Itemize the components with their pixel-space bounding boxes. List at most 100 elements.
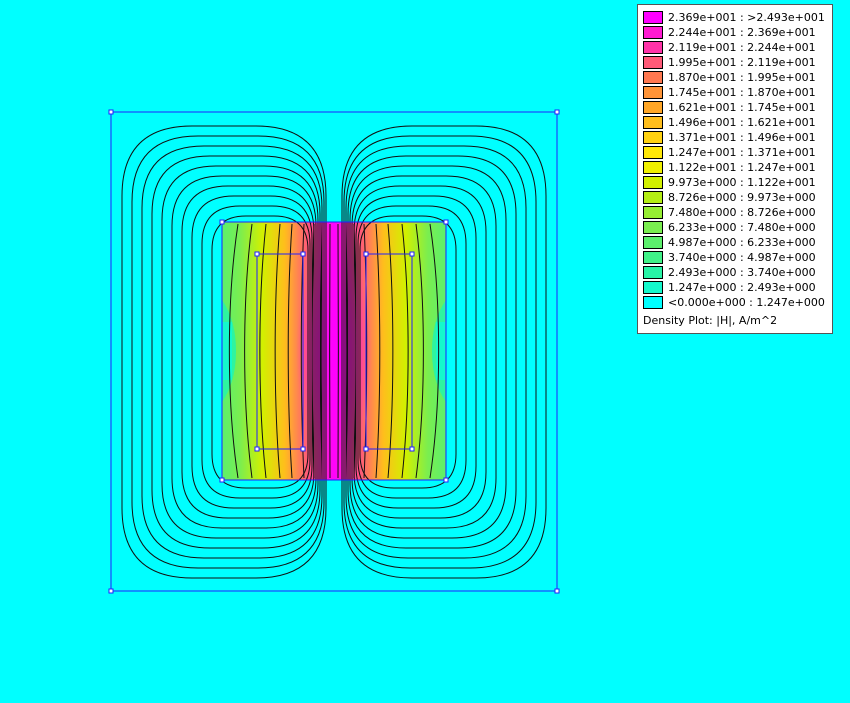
- geometry-node[interactable]: [254, 251, 260, 257]
- legend-label: 1.247e+000 : 2.493e+000: [668, 281, 816, 294]
- legend-label: 2.244e+001 : 2.369e+001: [668, 26, 816, 39]
- geometry-node[interactable]: [363, 446, 369, 452]
- flux-line: [320, 223, 323, 479]
- flux-line: [181, 185, 315, 519]
- legend-entry: 1.621e+001 : 1.745e+001: [643, 100, 816, 115]
- right-window-region: [436, 322, 446, 380]
- flux-line: [355, 195, 477, 509]
- geometry-node[interactable]: [409, 446, 415, 452]
- legend: 2.369e+001 : >2.493e+001 2.244e+001 : 2.3…: [637, 4, 833, 334]
- legend-swatch: [643, 41, 663, 54]
- right-coil-outline: [365, 253, 413, 450]
- legend-label: 1.621e+001 : 1.745e+001: [668, 101, 816, 114]
- geometry-node[interactable]: [363, 251, 369, 257]
- geometry-node[interactable]: [443, 219, 449, 225]
- left-coil-outline: [256, 253, 304, 450]
- legend-title: Density Plot: |H|, A/m^2: [643, 314, 778, 327]
- flux-line: [151, 155, 321, 549]
- legend-label: 1.995e+001 : 2.119e+001: [668, 56, 816, 69]
- legend-entry: 6.233e+000 : 7.480e+000: [643, 220, 816, 235]
- geometry-node[interactable]: [443, 477, 449, 483]
- legend-entry: 4.987e+000 : 6.233e+000: [643, 235, 816, 250]
- geometry-node[interactable]: [300, 446, 306, 452]
- legend-label: 1.870e+001 : 1.995e+001: [668, 71, 816, 84]
- flux-line: [345, 145, 527, 559]
- legend-swatch: [643, 176, 663, 189]
- flux-line: [359, 215, 457, 489]
- geometry-node[interactable]: [219, 477, 225, 483]
- geometry-node[interactable]: [554, 588, 560, 594]
- geometry-outlines: [110, 111, 558, 592]
- legend-entry: 1.745e+001 : 1.870e+001: [643, 85, 816, 100]
- legend-swatch: [643, 56, 663, 69]
- flux-line: [141, 145, 323, 559]
- left-window-region: [222, 322, 232, 380]
- legend-swatch: [643, 266, 663, 279]
- legend-swatch: [643, 146, 663, 159]
- flux-line: [131, 135, 325, 569]
- legend-entry: 1.870e+001 : 1.995e+001: [643, 70, 816, 85]
- legend-entry: 2.493e+000 : 3.740e+000: [643, 265, 816, 280]
- flux-line: [429, 223, 440, 479]
- flux-line: [161, 165, 319, 539]
- legend-swatch: [643, 251, 663, 264]
- legend-swatch: [643, 191, 663, 204]
- flux-line: [121, 125, 327, 579]
- legend-entry: 9.973e+000 : 1.122e+001: [643, 175, 816, 190]
- flux-line: [341, 125, 547, 579]
- legend-label: 1.122e+001 : 1.247e+001: [668, 161, 816, 174]
- flux-line: [347, 155, 517, 549]
- legend-label: 6.233e+000 : 7.480e+000: [668, 221, 816, 234]
- legend-swatch: [643, 116, 663, 129]
- geometry-node[interactable]: [409, 251, 415, 257]
- flux-line: [191, 195, 313, 509]
- legend-swatch: [643, 86, 663, 99]
- geometry-node[interactable]: [108, 588, 114, 594]
- legend-label: 1.371e+001 : 1.496e+001: [668, 131, 816, 144]
- legend-swatch: [643, 221, 663, 234]
- flux-line: [311, 223, 315, 479]
- legend-label: 9.973e+000 : 1.122e+001: [668, 176, 816, 189]
- flux-line: [171, 175, 317, 529]
- legend-entry: 1.995e+001 : 2.119e+001: [643, 55, 816, 70]
- legend-label: 8.726e+000 : 9.973e+000: [668, 191, 816, 204]
- legend-entry: 1.247e+001 : 1.371e+001: [643, 145, 816, 160]
- legend-label: 4.987e+000 : 6.233e+000: [668, 236, 816, 249]
- legend-entry: 2.244e+001 : 2.369e+001: [643, 25, 816, 40]
- flux-line: [351, 175, 497, 529]
- legend-label: 3.740e+000 : 4.987e+000: [668, 251, 816, 264]
- flux-line: [244, 223, 253, 479]
- flux-line: [353, 223, 357, 479]
- legend-entry: 1.371e+001 : 1.496e+001: [643, 130, 816, 145]
- legend-label: <0.000e+000 : 1.247e+000: [668, 296, 825, 309]
- legend-label: 2.119e+001 : 2.244e+001: [668, 41, 816, 54]
- geometry-node[interactable]: [219, 219, 225, 225]
- legend-swatch: [643, 101, 663, 114]
- legend-entry: 7.480e+000 : 8.726e+000: [643, 205, 816, 220]
- flux-line: [353, 185, 487, 519]
- flux-line: [345, 223, 348, 479]
- legend-label: 2.369e+001 : >2.493e+001: [668, 11, 825, 24]
- geometry-node[interactable]: [300, 251, 306, 257]
- geometry-node[interactable]: [254, 446, 260, 452]
- flux-line: [357, 205, 467, 499]
- legend-swatch: [643, 11, 663, 24]
- geometry-node[interactable]: [554, 109, 560, 115]
- legend-swatch: [643, 71, 663, 84]
- legend-label: 7.480e+000 : 8.726e+000: [668, 206, 816, 219]
- flux-line: [349, 165, 507, 539]
- legend-entry: 1.496e+001 : 1.621e+001: [643, 115, 816, 130]
- legend-entry: <0.000e+000 : 1.247e+000: [643, 295, 825, 310]
- flux-line: [201, 205, 311, 499]
- legend-swatch: [643, 26, 663, 39]
- core-peak-region: [296, 241, 372, 461]
- legend-entry: 2.119e+001 : 2.244e+001: [643, 40, 816, 55]
- geometry-node[interactable]: [108, 109, 114, 115]
- legend-label: 1.496e+001 : 1.621e+001: [668, 116, 816, 129]
- flux-line: [343, 135, 537, 569]
- legend-entry: 2.369e+001 : >2.493e+001: [643, 10, 825, 25]
- legend-label: 1.247e+001 : 1.371e+001: [668, 146, 816, 159]
- legend-label: 1.745e+001 : 1.870e+001: [668, 86, 816, 99]
- flux-line: [228, 223, 239, 479]
